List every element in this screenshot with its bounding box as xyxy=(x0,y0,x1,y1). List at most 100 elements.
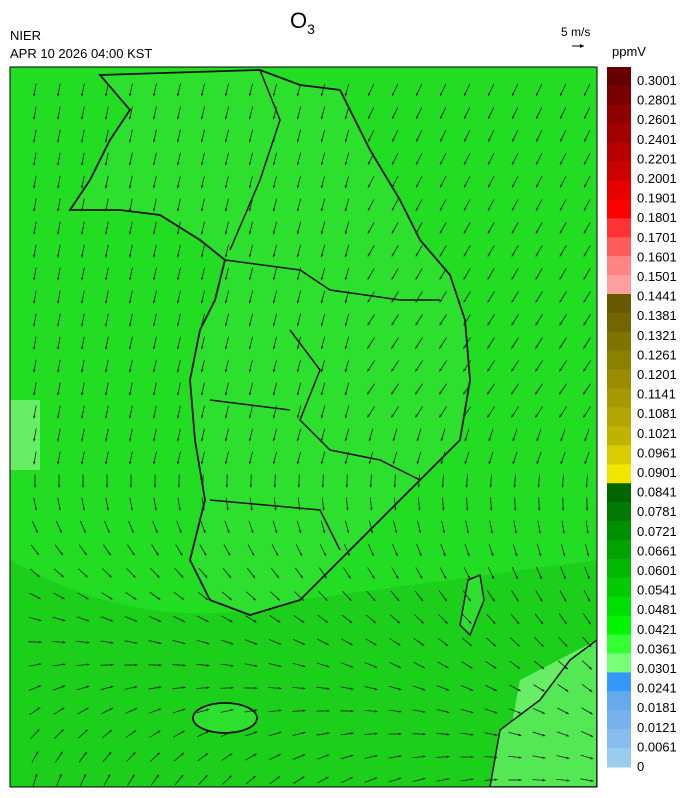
wind-arrow-head xyxy=(180,574,184,578)
wind-arrow-head xyxy=(277,776,281,779)
wind-arrow-head xyxy=(110,619,114,622)
wind-arrow-head xyxy=(200,231,204,235)
wind-arrow-head xyxy=(131,530,134,534)
wind-arrow-head xyxy=(278,709,282,712)
colorbar-swatch xyxy=(607,388,631,409)
wind-arrow-head xyxy=(320,208,324,212)
wind-arrow-head xyxy=(439,345,443,349)
wind-arrow-head xyxy=(109,729,113,733)
wind-arrow-head xyxy=(152,346,156,350)
wind-arrow-head xyxy=(86,619,90,622)
wind-arrow-head xyxy=(322,507,325,511)
wind-arrow-head xyxy=(57,461,60,465)
wind-arrow-head xyxy=(374,687,378,691)
wind-arrow-head xyxy=(487,345,491,349)
wind-arrow-head xyxy=(85,596,89,600)
wind-arrow-head xyxy=(60,751,63,755)
wind-arrow-head xyxy=(81,93,84,97)
wind-arrow-head xyxy=(422,732,426,736)
wind-arrow-head xyxy=(252,575,256,579)
wind-arrow-head xyxy=(128,461,132,465)
wind-arrow-head xyxy=(200,323,204,327)
wind-arrow-head xyxy=(320,415,324,419)
wind-arrow-head xyxy=(374,710,378,713)
wind-arrow-head xyxy=(33,254,36,258)
wind-arrow-head xyxy=(536,438,539,442)
wind-arrow-head xyxy=(559,230,563,234)
wind-arrow-head xyxy=(559,184,563,188)
wind-arrow-head xyxy=(488,461,492,465)
wind-arrow-head xyxy=(81,231,84,235)
colorbar-label: 0.0421 xyxy=(637,622,677,637)
wind-arrow-head xyxy=(467,575,470,579)
wind-arrow-head xyxy=(487,184,491,188)
wind-arrow-head xyxy=(84,574,88,578)
wind-arrow-head xyxy=(128,231,132,235)
colorbar-swatch xyxy=(607,483,631,503)
wind-arrow-head xyxy=(57,277,60,281)
wind-arrow-head xyxy=(33,116,36,120)
wind-arrow-head xyxy=(228,575,232,578)
wind-arrow-head xyxy=(176,231,180,235)
colorbar: 0.3001 0.2801 0.2601 0.2401 0.2201 0.2001 0.19… xyxy=(607,67,677,774)
wind-arrow-head xyxy=(583,345,587,349)
colorbar-label: 0.1321 xyxy=(637,328,677,343)
wind-arrow-head xyxy=(254,642,258,645)
wind-arrow-head xyxy=(200,346,204,350)
wind-arrow-head xyxy=(177,484,181,488)
wind-arrow-head xyxy=(490,530,493,534)
wind-arrow-head xyxy=(463,207,467,211)
wind-arrow-head xyxy=(565,689,569,692)
wind-arrow-head xyxy=(518,756,522,759)
wind-arrow-head xyxy=(371,552,374,556)
colorbar-swatch xyxy=(607,445,631,465)
wind-arrow-head xyxy=(84,552,87,556)
wind-arrow-head xyxy=(516,643,520,647)
wind-arrow-head xyxy=(395,553,398,557)
wind-arrow-head xyxy=(296,139,300,143)
wind-arrow-head xyxy=(367,368,370,372)
wind-arrow-head xyxy=(181,619,185,622)
wind-arrow-head xyxy=(397,665,401,668)
wind-arrow-head xyxy=(344,116,348,120)
colorbar-label: 0.1501 xyxy=(637,269,677,284)
wind-arrow-head xyxy=(537,484,540,488)
wind-arrow-head xyxy=(200,369,204,373)
colorbar-swatch xyxy=(607,691,631,711)
wind-arrow-head xyxy=(277,619,281,623)
wind-arrow-head xyxy=(224,415,228,419)
wind-arrow-head xyxy=(394,530,398,534)
wind-arrow-head xyxy=(422,755,426,758)
wind-arrow-head xyxy=(367,230,371,234)
wind-arrow-head xyxy=(415,184,419,188)
wind-arrow-head xyxy=(132,574,136,578)
wind-arrow-head xyxy=(487,161,491,165)
wind-arrow-head xyxy=(344,277,348,281)
wind-arrow-head xyxy=(415,368,418,372)
wind-arrow-head xyxy=(152,438,156,442)
wind-arrow-head xyxy=(535,253,539,257)
colorbar-label: 0.3001 xyxy=(637,73,677,88)
wind-arrow-head xyxy=(201,484,205,488)
wind-arrow-head xyxy=(536,138,539,142)
wind-arrow-head xyxy=(539,598,543,602)
wind-arrow-head xyxy=(445,643,449,646)
colorbar-swatch xyxy=(607,596,631,617)
wind-arrow-head xyxy=(397,642,401,646)
colorbar-swatch xyxy=(607,237,631,257)
wind-arrow-head xyxy=(62,685,66,688)
colorbar-label: 0.1601 xyxy=(637,249,677,264)
wind-arrow-head xyxy=(82,507,86,511)
wind-arrow-head xyxy=(152,208,156,212)
wind-arrow-head xyxy=(176,254,180,258)
wind-arrow-head xyxy=(229,619,233,623)
wind-arrow-head xyxy=(81,139,84,143)
wind-arrow-head xyxy=(589,711,593,715)
wind-arrow-head xyxy=(81,208,84,212)
colorbar-label: 0.0121 xyxy=(637,720,677,735)
colorbar-swatch xyxy=(607,312,631,333)
wind-arrow-head xyxy=(463,414,466,418)
wind-arrow-head xyxy=(539,575,542,579)
wind-arrow-head xyxy=(110,641,114,644)
unit: ppmV xyxy=(612,44,646,59)
